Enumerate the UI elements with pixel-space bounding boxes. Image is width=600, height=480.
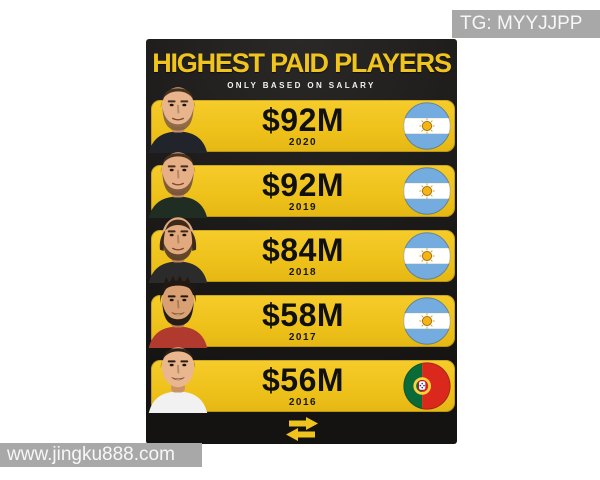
player-photo-lavezzi-2017	[147, 272, 209, 348]
watermark-telegram: TG: MYYJJPP	[452, 10, 600, 38]
salary-row-2019: $92M 2019	[146, 152, 457, 218]
salary-amount: $56M	[261, 362, 345, 398]
player-photo-messi-2018	[147, 207, 209, 283]
swap-arrows-icon	[146, 416, 457, 442]
salary-amount: $92M	[261, 102, 345, 138]
argentina-flag-icon	[403, 232, 451, 280]
player-photo-messi-2020	[147, 77, 209, 153]
salary-year: 2017	[288, 332, 318, 343]
salary-row-2018: $84M 2018	[146, 217, 457, 283]
salary-rows: $92M 2020	[146, 87, 457, 413]
salary-row-2020: $92M 2020	[146, 87, 457, 153]
argentina-flag-icon	[403, 297, 451, 345]
page-title: HIGHEST PAID PLAYERS	[152, 48, 452, 78]
watermark-website: www.jingku888.com	[0, 443, 202, 467]
salary-row-2017: $58M 2017	[146, 275, 457, 348]
salary-bar: $56M 2016	[151, 360, 455, 412]
argentina-flag-icon	[403, 167, 451, 215]
player-photo-ronaldo-2016	[147, 337, 209, 413]
salary-amount: $92M	[261, 167, 345, 203]
argentina-flag-icon	[403, 102, 451, 150]
page-subtitle: ONLY BASED ON SALARY	[227, 81, 376, 90]
salary-amount: $58M	[261, 297, 345, 333]
salary-amount: $84M	[261, 232, 345, 268]
infographic-card: HIGHEST PAID PLAYERS ONLY BASED ON SALAR…	[146, 39, 457, 444]
salary-year: 2018	[288, 267, 318, 278]
salary-year: 2016	[288, 397, 318, 408]
salary-year: 2019	[288, 202, 318, 213]
portugal-flag-icon	[403, 362, 451, 410]
salary-year: 2020	[288, 137, 318, 148]
salary-row-2016: $56M 2016	[146, 347, 457, 413]
player-photo-messi-2019	[147, 142, 209, 218]
